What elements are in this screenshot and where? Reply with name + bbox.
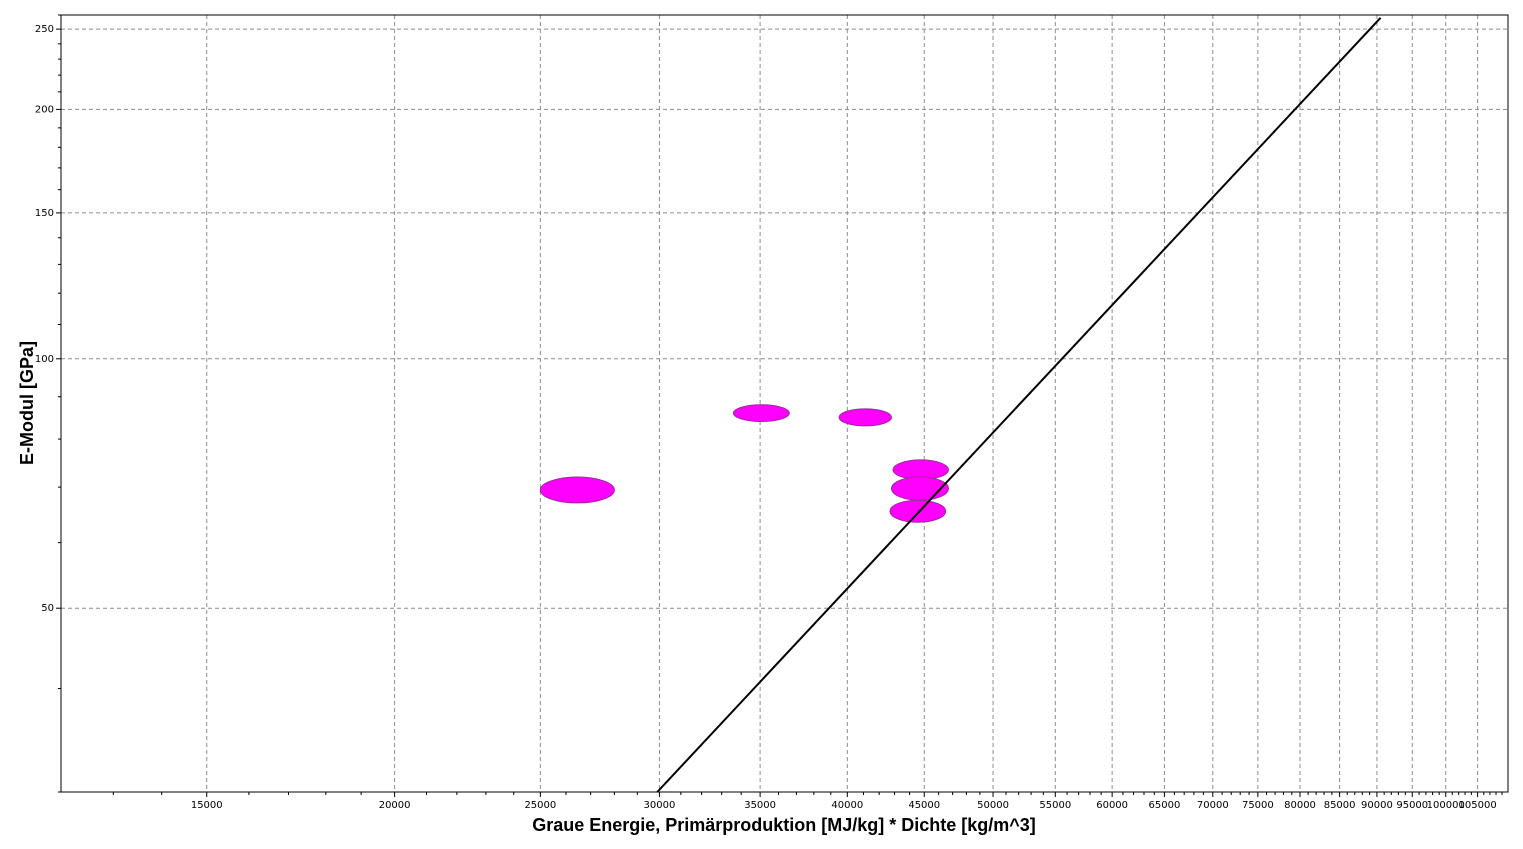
x-tick-label: 40000 xyxy=(831,800,863,811)
y-tick-label: 150 xyxy=(35,208,54,219)
y-tick-label: 250 xyxy=(35,24,54,35)
x-tick-label: 30000 xyxy=(644,800,676,811)
x-tick-label: 25000 xyxy=(524,800,556,811)
y-tick-label: 100 xyxy=(35,354,54,365)
x-tick-label: 80000 xyxy=(1284,800,1316,811)
x-tick-label: 105000 xyxy=(1459,800,1497,811)
x-tick-label: 85000 xyxy=(1324,800,1356,811)
plot-area xyxy=(61,15,1508,792)
x-tick-label: 45000 xyxy=(908,800,940,811)
x-tick-label: 75000 xyxy=(1242,800,1274,811)
material-bubble xyxy=(540,477,614,503)
x-tick-label: 95000 xyxy=(1396,800,1428,811)
x-axis-ticks: 15000 20000 25000 30000 35000 40000 45000 50000… xyxy=(191,792,1497,811)
y-tick-label: 50 xyxy=(41,603,54,614)
x-tick-label: 35000 xyxy=(744,800,776,811)
material-bubble xyxy=(733,405,789,422)
y-axis-ticks: 50 100 150 200 250 xyxy=(35,24,61,614)
x-tick-label: 55000 xyxy=(1039,800,1071,811)
x-tick-label: 70000 xyxy=(1197,800,1229,811)
x-tick-label: 90000 xyxy=(1361,800,1393,811)
material-bubble xyxy=(890,500,946,522)
y-axis-label: E-Modul [GPa] xyxy=(17,341,37,465)
x-tick-label: 50000 xyxy=(977,800,1009,811)
x-tick-label: 15000 xyxy=(191,800,223,811)
x-axis-label: Graue Energie, Primärproduktion [MJ/kg] … xyxy=(532,815,1036,835)
y-tick-label: 200 xyxy=(35,104,54,115)
material-bubble xyxy=(839,409,891,426)
x-tick-label: 60000 xyxy=(1096,800,1128,811)
x-tick-label: 20000 xyxy=(379,800,411,811)
x-tick-label: 65000 xyxy=(1149,800,1181,811)
